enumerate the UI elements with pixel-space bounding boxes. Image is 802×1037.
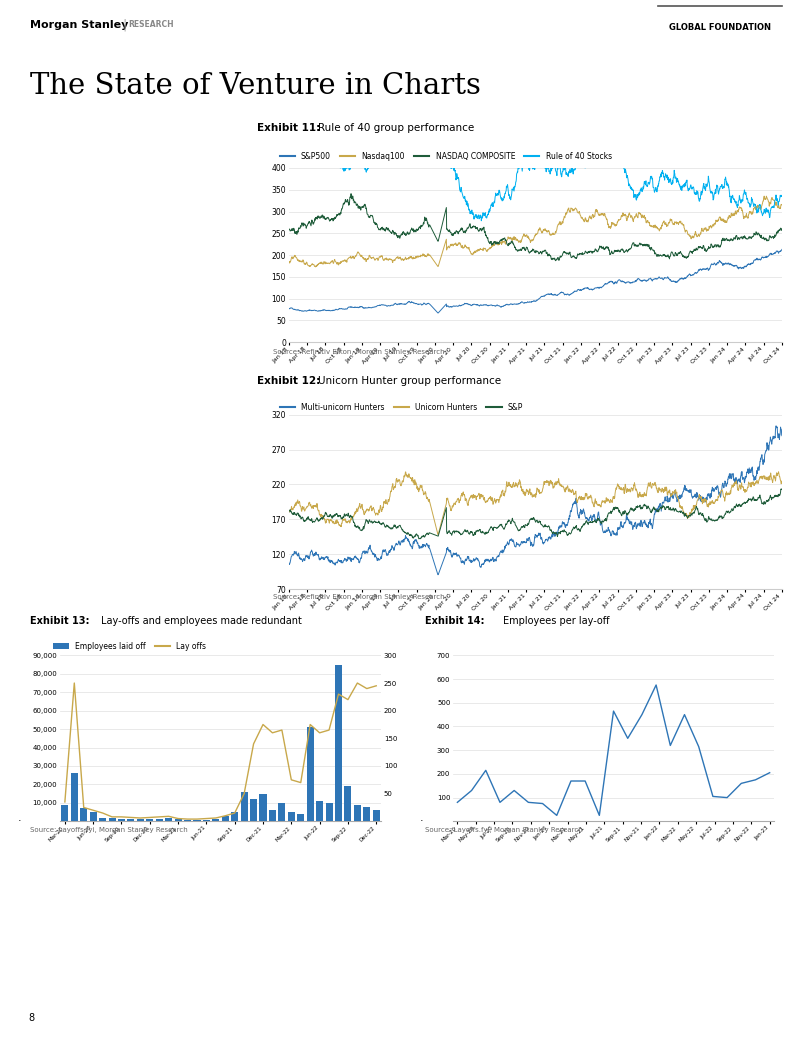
- Text: GLOBAL FOUNDATION: GLOBAL FOUNDATION: [669, 23, 772, 32]
- Text: Source: Layoffs.fyi, Morgan Stanley Research: Source: Layoffs.fyi, Morgan Stanley Rese…: [30, 826, 188, 833]
- Text: Morgan Stanley: Morgan Stanley: [30, 20, 129, 30]
- Text: Employees per lay-off: Employees per lay-off: [503, 616, 610, 626]
- Bar: [156, 819, 163, 821]
- Text: RESEARCH: RESEARCH: [128, 21, 174, 29]
- Text: 8: 8: [28, 1013, 34, 1024]
- Bar: [165, 817, 172, 821]
- Bar: [146, 818, 153, 821]
- Text: Unicorn Hunter group performance: Unicorn Hunter group performance: [318, 375, 500, 386]
- Bar: [221, 816, 229, 821]
- Bar: [278, 803, 286, 821]
- Bar: [260, 793, 266, 821]
- Legend: Multi-unicorn Hunters, Unicorn Hunters, S&P: Multi-unicorn Hunters, Unicorn Hunters, …: [277, 400, 526, 415]
- Bar: [61, 805, 68, 821]
- Bar: [298, 814, 304, 821]
- Bar: [306, 727, 314, 821]
- Bar: [71, 774, 78, 821]
- Text: Rule of 40 group performance: Rule of 40 group performance: [318, 122, 474, 133]
- Legend: Employees laid off, Lay offs: Employees laid off, Lay offs: [51, 639, 209, 653]
- Bar: [241, 792, 248, 821]
- Text: Exhibit 13:: Exhibit 13:: [30, 616, 90, 626]
- Text: ·: ·: [18, 816, 22, 826]
- Bar: [80, 809, 87, 821]
- Bar: [269, 810, 276, 821]
- Bar: [288, 812, 295, 821]
- Bar: [108, 817, 115, 821]
- Text: Source: Refinitiv Eikon, Morgan Stanley Research: Source: Refinitiv Eikon, Morgan Stanley …: [273, 348, 444, 355]
- Bar: [363, 807, 371, 821]
- Bar: [213, 818, 220, 821]
- Bar: [118, 818, 125, 821]
- Bar: [250, 800, 257, 821]
- Legend: S&P500, Nasdaq100, NASDAQ COMPOSITE, Rule of 40 Stocks: S&P500, Nasdaq100, NASDAQ COMPOSITE, Rul…: [277, 149, 615, 164]
- Text: Exhibit 11:: Exhibit 11:: [257, 122, 320, 133]
- Bar: [373, 810, 380, 821]
- Bar: [137, 819, 144, 821]
- Bar: [335, 665, 342, 821]
- Bar: [344, 786, 351, 821]
- Bar: [175, 819, 181, 821]
- Bar: [326, 803, 333, 821]
- Text: Lay-offs and employees made redundant: Lay-offs and employees made redundant: [101, 616, 302, 626]
- Text: ·: ·: [419, 816, 423, 826]
- Bar: [99, 817, 106, 821]
- Text: The State of Venture in Charts: The State of Venture in Charts: [30, 72, 481, 100]
- Text: Source: Refinitiv Eikon, Morgan Stanley Research: Source: Refinitiv Eikon, Morgan Stanley …: [273, 594, 444, 600]
- Text: Exhibit 12:: Exhibit 12:: [257, 375, 320, 386]
- Text: |: |: [122, 19, 126, 31]
- Bar: [354, 805, 361, 821]
- Bar: [231, 812, 238, 821]
- Text: Exhibit 14:: Exhibit 14:: [425, 616, 484, 626]
- Text: Source: Layoffs.fyi, Morgan Stanley Research: Source: Layoffs.fyi, Morgan Stanley Rese…: [425, 826, 583, 833]
- Bar: [90, 812, 97, 821]
- Bar: [128, 818, 135, 821]
- Bar: [316, 801, 323, 821]
